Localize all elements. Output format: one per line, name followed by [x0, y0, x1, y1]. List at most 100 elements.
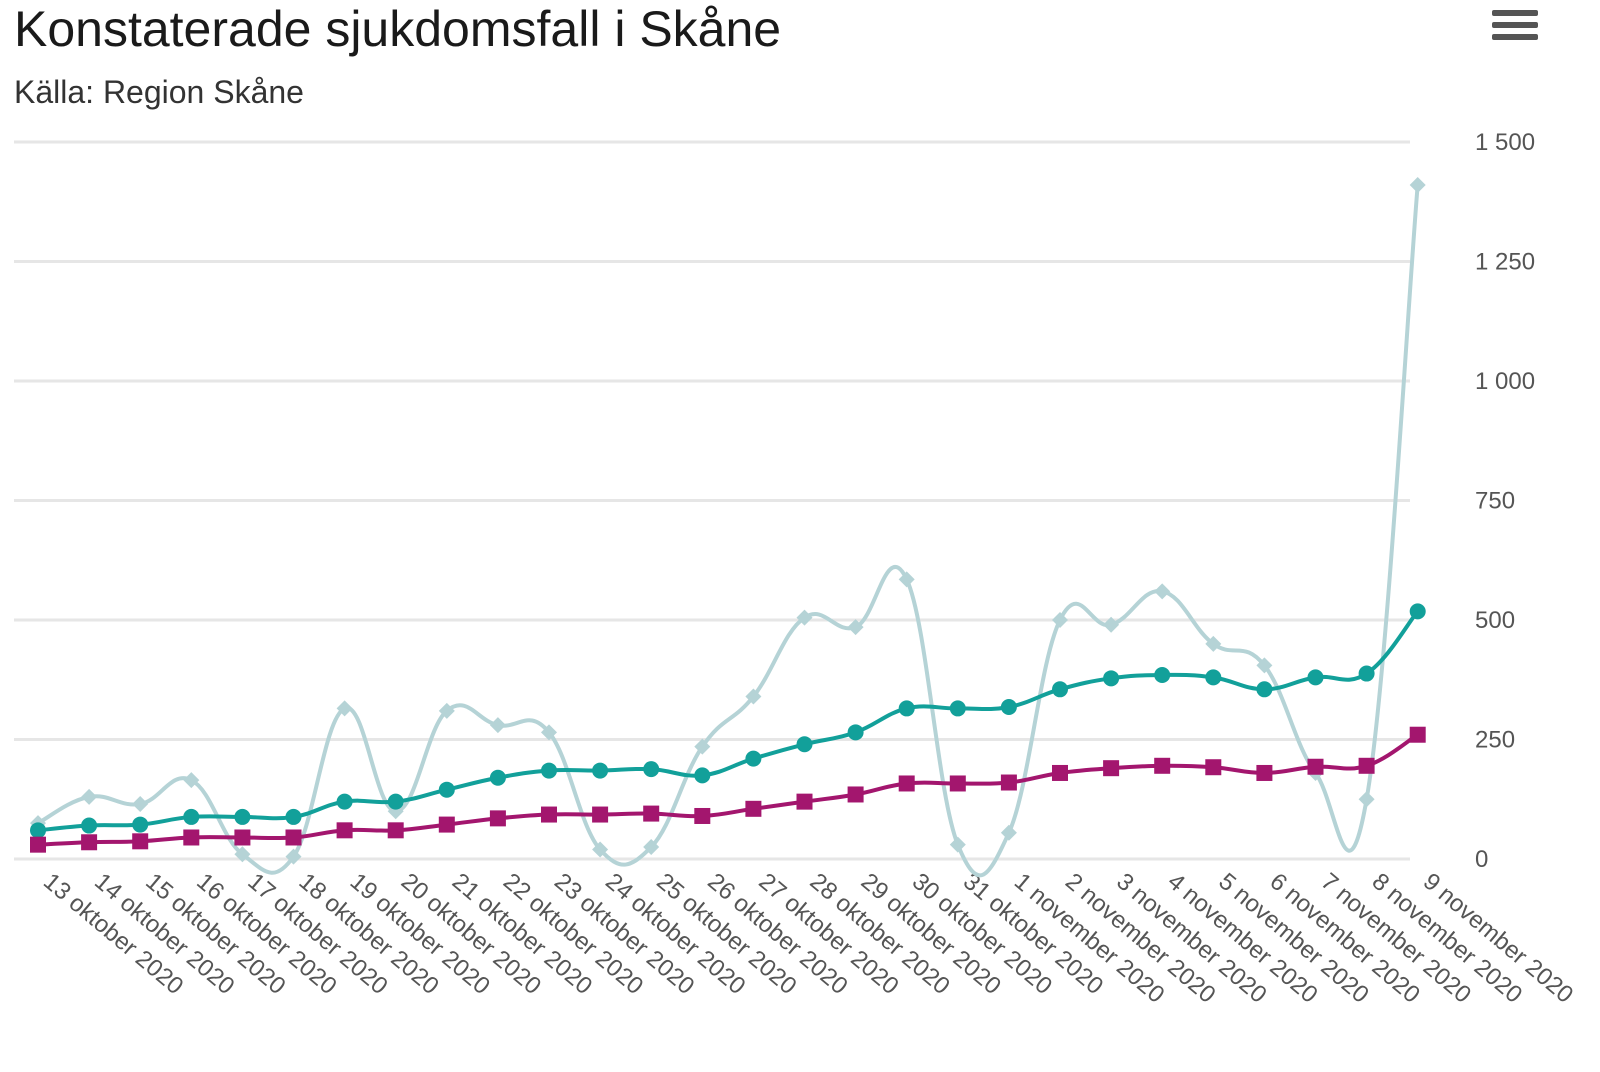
data-point: [30, 836, 46, 853]
data-point: [949, 836, 966, 853]
y-tick-label: 500: [1475, 607, 1515, 634]
data-point: [592, 762, 609, 779]
data-point: [796, 609, 813, 626]
data-point: [438, 781, 455, 798]
data-point: [489, 810, 506, 827]
data-point: [1103, 760, 1120, 777]
data-point: [643, 761, 660, 778]
data-point: [1103, 616, 1120, 633]
y-tick-label: 750: [1475, 488, 1515, 515]
data-point: [336, 822, 353, 839]
data-point: [387, 793, 404, 810]
data-point: [694, 738, 711, 755]
data-point: [1154, 583, 1171, 600]
data-point: [1409, 603, 1426, 620]
data-point: [1358, 757, 1375, 774]
data-point: [694, 767, 711, 784]
data-point: [1103, 670, 1120, 687]
data-point: [1154, 757, 1171, 774]
data-point: [1409, 726, 1426, 743]
data-point: [847, 619, 864, 636]
data-point: [745, 688, 762, 705]
data-point: [1000, 774, 1017, 791]
data-point: [234, 808, 251, 825]
data-point: [234, 846, 251, 863]
data-point: [592, 806, 609, 823]
y-axis-ticks: 0 250 500 750 1 000 1 250 1 500: [1475, 129, 1535, 873]
data-point: [1000, 824, 1017, 841]
hamburger-menu-icon[interactable]: [1492, 10, 1538, 50]
series-layer: [30, 177, 1426, 878]
data-point: [949, 775, 966, 792]
data-point: [1154, 666, 1171, 683]
data-point: [949, 700, 966, 717]
data-point: [796, 736, 813, 753]
data-point: [1358, 665, 1375, 682]
data-point: [1205, 669, 1222, 686]
series-line: [37, 733, 1419, 847]
data-point: [132, 833, 149, 850]
data-point: [183, 829, 200, 846]
data-point: [847, 786, 864, 803]
data-point: [643, 805, 660, 822]
data-point: [387, 822, 404, 839]
data-point: [438, 702, 455, 719]
data-point: [541, 806, 557, 823]
data-point: [132, 796, 149, 813]
data-point: [643, 839, 660, 856]
data-point: [438, 816, 455, 833]
y-tick-label: 1 000: [1475, 368, 1535, 395]
data-point: [285, 848, 302, 865]
data-point: [489, 769, 506, 786]
data-point: [541, 762, 557, 779]
data-point: [1307, 758, 1324, 775]
data-point: [1358, 791, 1375, 808]
data-point: [1256, 681, 1273, 698]
data-point: [898, 700, 915, 717]
y-tick-label: 250: [1475, 727, 1515, 754]
data-point: [183, 772, 200, 789]
data-point: [796, 793, 813, 810]
data-point: [1307, 669, 1324, 686]
data-point: [898, 775, 915, 792]
data-point: [541, 724, 557, 741]
grid-lines: [14, 140, 1410, 861]
data-point: [132, 816, 149, 833]
data-point: [694, 807, 711, 824]
data-point: [745, 750, 762, 767]
y-tick-label: 1 500: [1475, 129, 1535, 156]
data-point: [81, 788, 98, 805]
data-point: [1052, 681, 1068, 698]
menu-bar: [1492, 22, 1538, 28]
data-point: [1052, 764, 1068, 781]
data-point: [1256, 764, 1273, 781]
data-point: [898, 571, 915, 588]
menu-bar: [1492, 10, 1538, 16]
data-point: [285, 829, 302, 846]
y-tick-label: 1 250: [1475, 249, 1535, 276]
data-point: [745, 800, 762, 817]
series-square: [30, 726, 1426, 853]
data-point: [1000, 698, 1017, 715]
data-point: [81, 834, 98, 851]
menu-bar: [1492, 34, 1538, 40]
data-point: [592, 841, 609, 858]
data-point: [234, 829, 251, 846]
data-point: [489, 717, 506, 734]
data-point: [285, 808, 302, 825]
chart-title: Konstaterade sjukdomsfall i Skåne: [14, 1, 782, 57]
data-point: [336, 793, 353, 810]
data-point: [847, 724, 864, 741]
data-point: [336, 700, 353, 717]
data-point: [1052, 612, 1068, 628]
data-point: [30, 822, 46, 839]
data-point: [81, 817, 98, 834]
data-point: [1409, 177, 1426, 194]
series-line: [37, 610, 1420, 833]
data-point: [1205, 759, 1222, 776]
data-point: [1205, 635, 1222, 652]
y-tick-label: 0: [1475, 846, 1488, 873]
series-circle: [30, 603, 1426, 839]
